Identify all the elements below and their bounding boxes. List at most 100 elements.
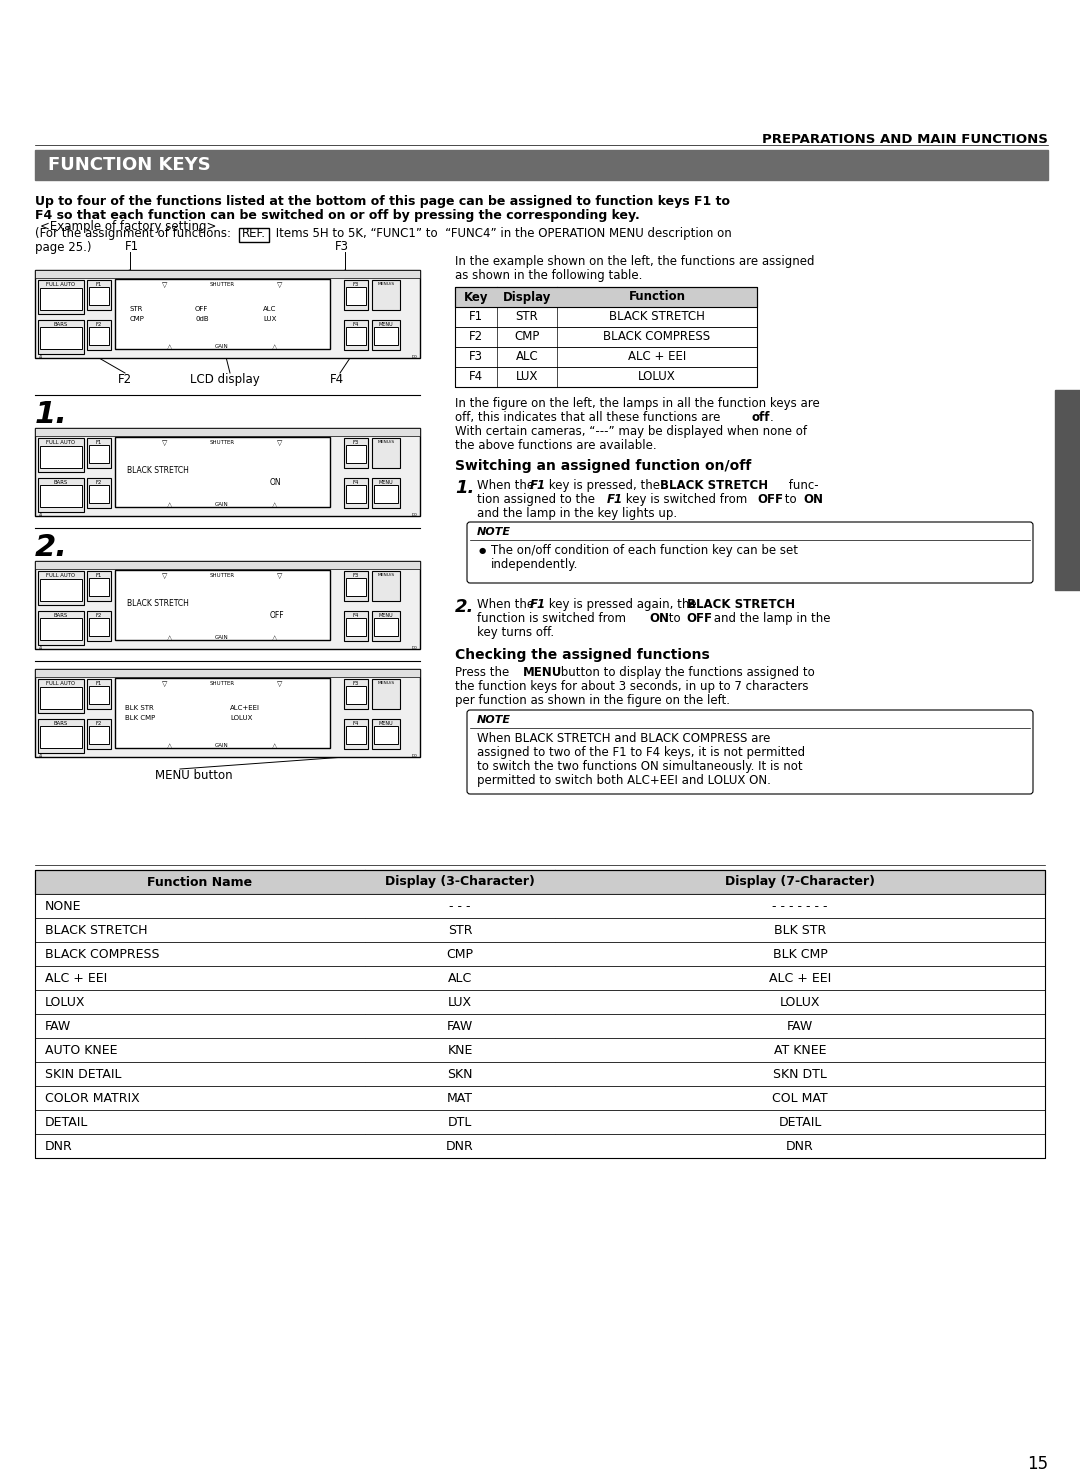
Text: 2.: 2.: [35, 532, 68, 562]
Text: BLACK STRETCH: BLACK STRETCH: [660, 479, 768, 492]
Text: F4 so that each function can be switched on or off by pressing the corresponding: F4 so that each function can be switched…: [35, 209, 639, 222]
Text: AT KNEE: AT KNEE: [773, 1044, 826, 1056]
Text: ▽: ▽: [162, 681, 167, 687]
Text: key is pressed, the: key is pressed, the: [545, 479, 664, 492]
Text: 0dB: 0dB: [195, 316, 208, 322]
Text: FAW: FAW: [45, 1019, 71, 1032]
Text: to switch the two functions ON simultaneously. It is not: to switch the two functions ON simultane…: [477, 759, 802, 773]
Text: BLK STR: BLK STR: [774, 924, 826, 936]
Text: LCD display: LCD display: [190, 374, 260, 386]
Bar: [372, 320, 400, 350]
Text: BLACK STRETCH: BLACK STRETCH: [127, 599, 189, 608]
Text: 4: 4: [39, 354, 42, 360]
Bar: [87, 571, 111, 601]
Text: ALC + EEI: ALC + EEI: [45, 971, 107, 985]
Text: assigned to two of the F1 to F4 keys, it is not permitted: assigned to two of the F1 to F4 keys, it…: [477, 746, 805, 759]
Text: SKN DTL: SKN DTL: [773, 1068, 827, 1081]
Text: F4: F4: [353, 721, 360, 727]
Text: In the figure on the left, the lamps in all the function keys are: In the figure on the left, the lamps in …: [455, 397, 820, 409]
Bar: [40, 446, 82, 469]
Text: MENU: MENU: [379, 480, 393, 485]
Text: ON: ON: [270, 478, 282, 486]
Text: ALC: ALC: [515, 350, 538, 363]
Text: In the example shown on the left, the functions are assigned: In the example shown on the left, the fu…: [455, 255, 814, 268]
Bar: [35, 561, 420, 569]
Text: REF.: REF.: [242, 227, 266, 240]
Text: ALC: ALC: [448, 971, 472, 985]
Bar: [87, 719, 111, 749]
Text: ▽: ▽: [278, 282, 283, 288]
Bar: [35, 150, 1048, 179]
Text: - - -: - - -: [449, 900, 471, 912]
Text: F4: F4: [469, 371, 483, 384]
Text: MENU/S: MENU/S: [377, 572, 394, 577]
Text: COL MAT: COL MAT: [772, 1091, 827, 1105]
Text: key is switched from: key is switched from: [622, 492, 751, 506]
Bar: [35, 871, 1045, 1158]
Text: MAT: MAT: [447, 1091, 473, 1105]
Text: F1: F1: [530, 598, 546, 611]
Text: STR: STR: [448, 924, 472, 936]
Text: ▽: ▽: [162, 440, 167, 446]
Text: to: to: [665, 612, 685, 624]
Bar: [114, 437, 330, 507]
Bar: [35, 1062, 1045, 1086]
Text: off, this indicates that all these functions are: off, this indicates that all these funct…: [455, 411, 724, 424]
Text: GAIN: GAIN: [215, 743, 229, 747]
Text: F1: F1: [96, 681, 103, 687]
Text: AUTO KNEE: AUTO KNEE: [45, 1044, 118, 1056]
Bar: [374, 618, 399, 636]
Text: F1: F1: [530, 479, 546, 492]
Text: F2: F2: [469, 331, 483, 344]
Text: BARS: BARS: [54, 480, 68, 485]
Bar: [372, 719, 400, 749]
Text: F2: F2: [96, 480, 103, 485]
Text: With certain cameras, “---” may be displayed when none of: With certain cameras, “---” may be displ…: [455, 426, 807, 437]
Bar: [345, 280, 368, 310]
Bar: [374, 326, 399, 346]
Text: key is pressed again, the: key is pressed again, the: [545, 598, 700, 611]
Text: FULL AUTO: FULL AUTO: [46, 282, 76, 288]
Bar: [114, 569, 330, 641]
Bar: [346, 445, 366, 463]
Text: Checking the assigned functions: Checking the assigned functions: [455, 648, 710, 661]
Text: ●: ●: [480, 546, 486, 555]
Text: NOTE: NOTE: [477, 526, 511, 537]
Text: The on/off condition of each function key can be set: The on/off condition of each function ke…: [491, 544, 798, 558]
Text: D0: D0: [411, 354, 417, 359]
Text: <Example of factory setting>: <Example of factory setting>: [40, 219, 216, 233]
Text: F4: F4: [330, 374, 345, 386]
Text: BLACK STRETCH: BLACK STRETCH: [687, 598, 795, 611]
Text: 15: 15: [1027, 1455, 1048, 1473]
Bar: [345, 478, 368, 509]
Text: 1.: 1.: [35, 400, 68, 429]
Text: ON: ON: [804, 492, 823, 506]
Text: ON: ON: [649, 612, 669, 624]
Bar: [35, 1038, 1045, 1062]
Text: .: .: [770, 411, 773, 424]
Text: 2.: 2.: [455, 598, 474, 615]
Text: F1: F1: [96, 440, 103, 445]
Text: KNE: KNE: [447, 1044, 473, 1056]
Text: △: △: [272, 503, 278, 509]
Bar: [345, 437, 368, 469]
Bar: [38, 719, 84, 753]
Text: GAIN: GAIN: [215, 344, 229, 349]
Text: MENU/S: MENU/S: [377, 681, 394, 685]
Bar: [87, 280, 111, 310]
Text: the function keys for about 3 seconds, in up to 7 characters: the function keys for about 3 seconds, i…: [455, 681, 809, 693]
Bar: [35, 669, 420, 678]
Bar: [89, 618, 109, 636]
Text: △: △: [167, 503, 173, 509]
Bar: [345, 719, 368, 749]
Text: permitted to switch both ALC+EEI and LOLUX ON.: permitted to switch both ALC+EEI and LOL…: [477, 774, 771, 787]
Bar: [455, 288, 757, 307]
Text: F4: F4: [353, 612, 360, 618]
Text: BARS: BARS: [54, 721, 68, 727]
Text: FUNCTION KEYS: FUNCTION KEYS: [48, 156, 211, 174]
Text: MENU: MENU: [523, 666, 563, 679]
Text: FULL AUTO: FULL AUTO: [46, 681, 76, 687]
Bar: [38, 280, 84, 314]
Bar: [40, 687, 82, 709]
Bar: [372, 679, 400, 709]
